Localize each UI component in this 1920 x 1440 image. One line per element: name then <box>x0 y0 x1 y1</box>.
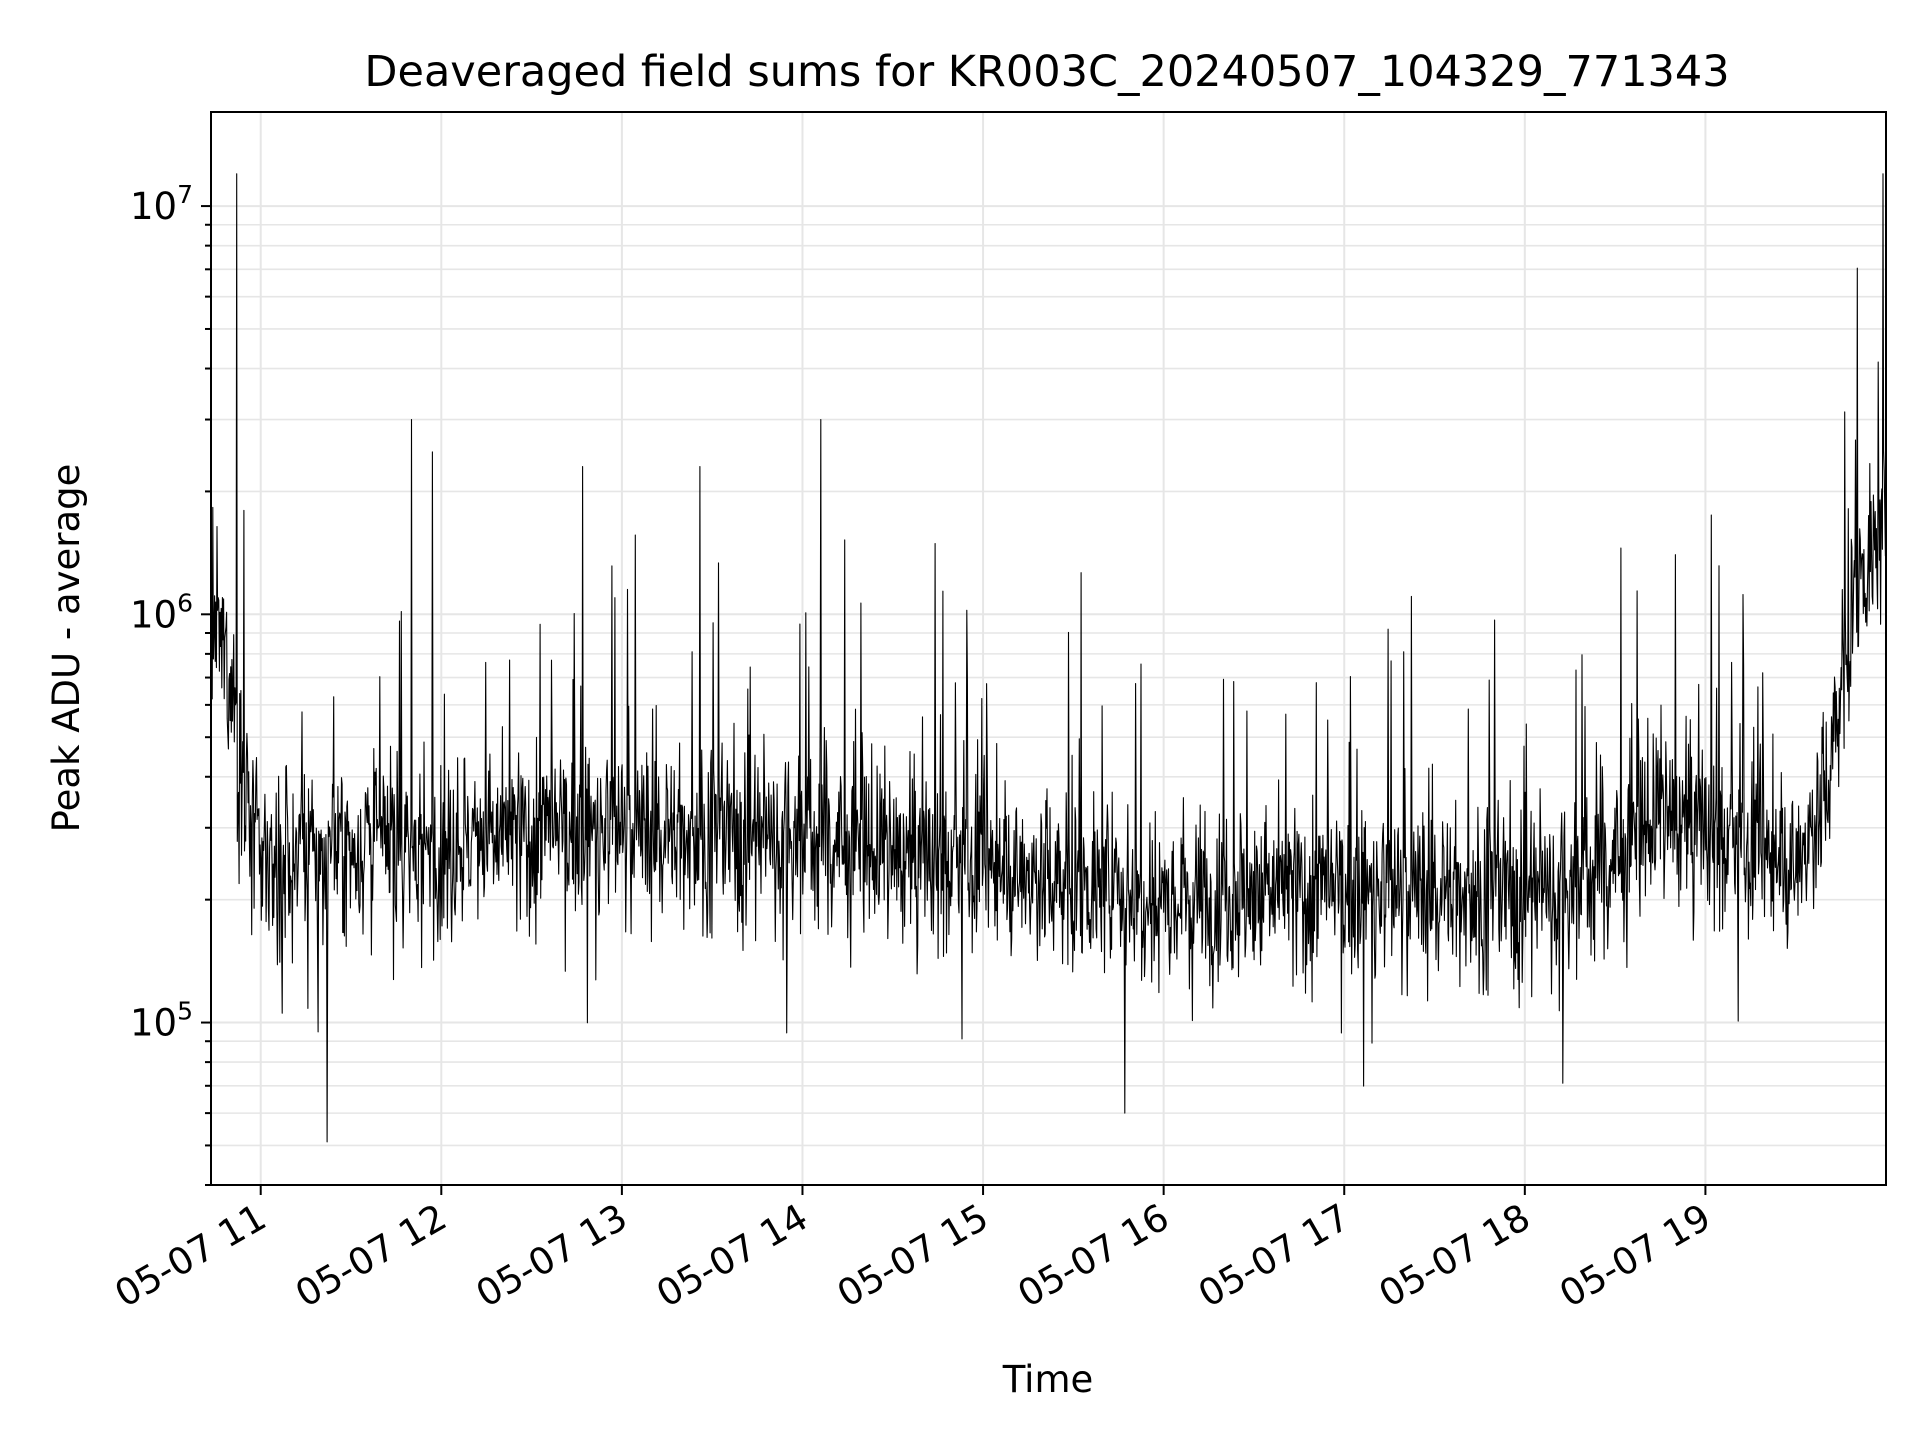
y-tick-label: 105 <box>130 997 193 1045</box>
y-tick-exponent: 5 <box>177 997 193 1026</box>
x-axis-label: Time <box>1002 1358 1094 1401</box>
y-tick-label: 106 <box>130 588 193 636</box>
grid <box>211 112 1886 1186</box>
series-path <box>211 173 1886 1143</box>
series-line <box>211 173 1886 1143</box>
y-tick-base: 10 <box>130 1002 177 1045</box>
y-tick-base: 10 <box>130 593 177 636</box>
plot-frame <box>210 111 1887 1186</box>
y-tick-exponent: 6 <box>177 588 193 617</box>
y-tick-base: 10 <box>130 185 177 228</box>
y-axis-label: Peak ADU - average <box>45 464 88 833</box>
chart-title: Deaveraged field sums for KR003C_2024050… <box>364 47 1729 97</box>
y-tick-exponent: 7 <box>177 180 193 209</box>
y-tick-label: 107 <box>130 180 193 228</box>
